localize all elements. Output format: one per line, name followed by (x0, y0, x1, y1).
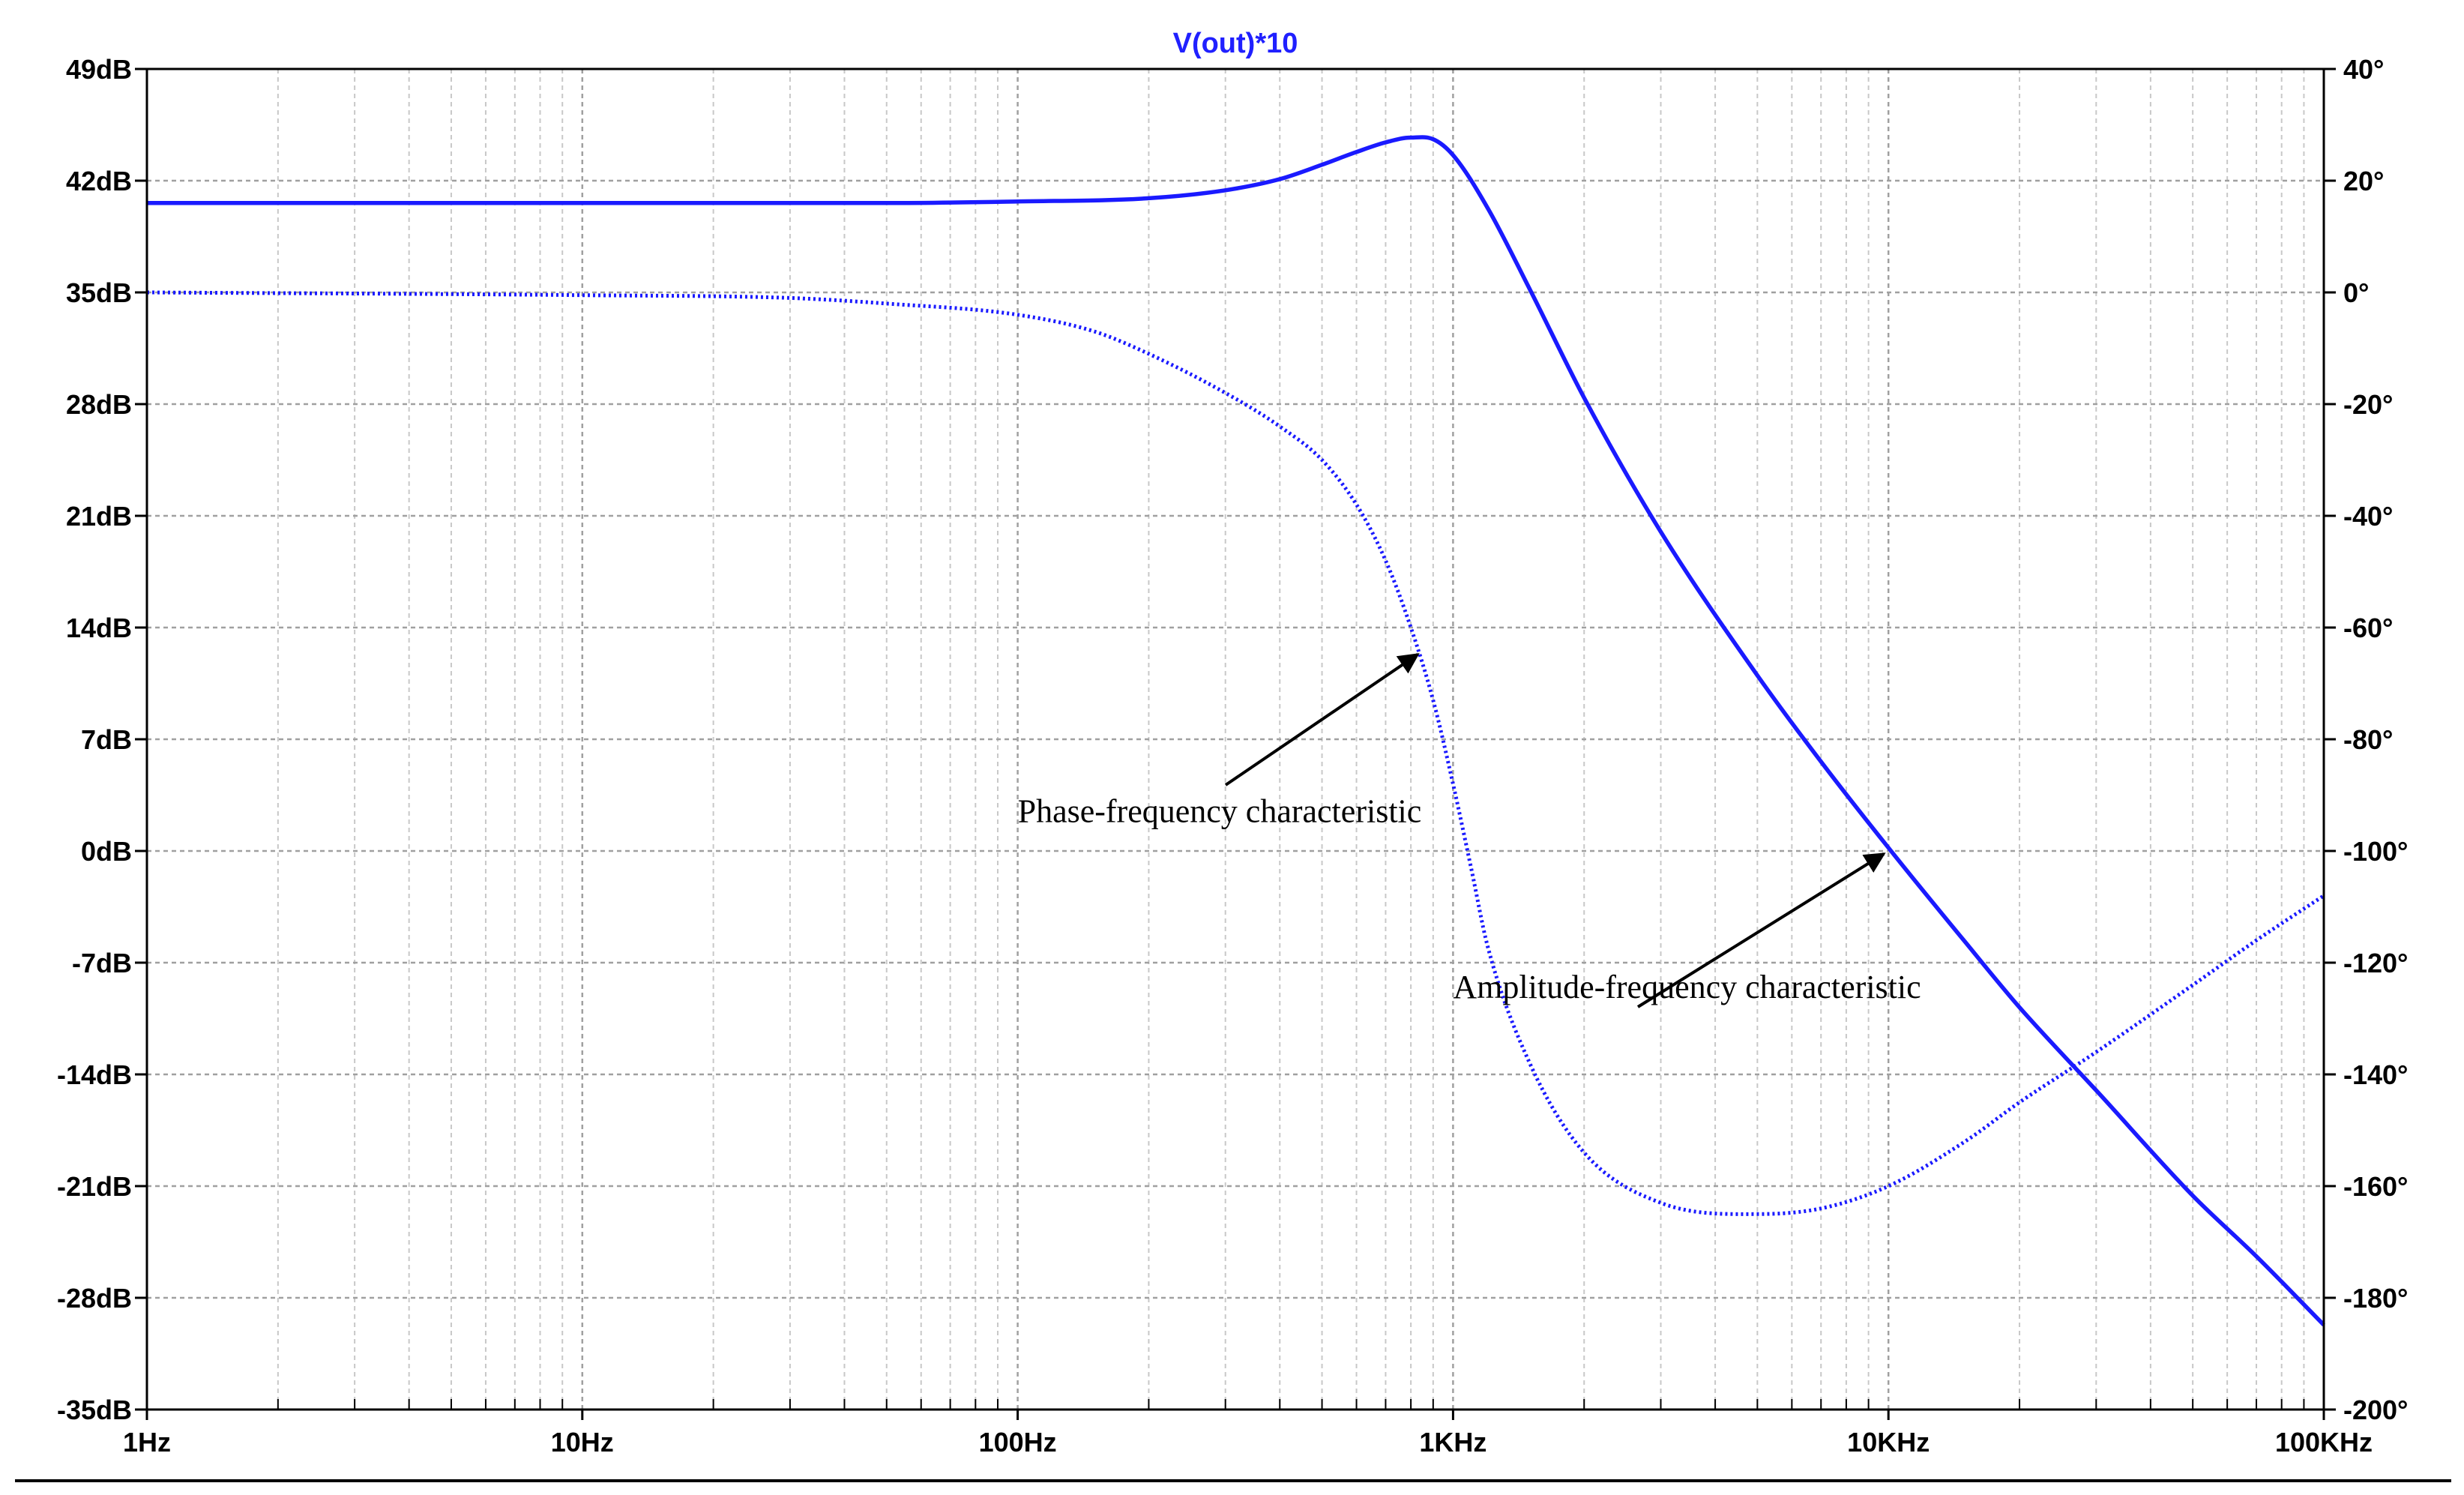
chart-title: V(out)*10 (1173, 28, 1298, 59)
y-left-tick-label: 7dB (81, 724, 132, 755)
y-left-tick-label: 28dB (66, 389, 132, 420)
x-tick-label: 100KHz (2275, 1427, 2373, 1458)
x-tick-label: 10KHz (1847, 1427, 1930, 1458)
y-right-tick-label: -140° (2343, 1059, 2408, 1090)
y-right-tick-label: -160° (2343, 1171, 2408, 1202)
annotations: Phase-frequency characteristic Amplitude-… (1018, 653, 1921, 1008)
annotation-label: Amplitude-frequency characteristic (1453, 969, 1921, 1005)
plot-frame (15, 67, 2451, 1482)
annotation-arrow (1636, 852, 1886, 1008)
y-right-tick-label: -80° (2343, 724, 2393, 755)
y-right-tick-label: -60° (2343, 613, 2393, 643)
grid (147, 69, 2324, 1410)
phase-curve (146, 290, 2325, 1216)
amplitude-curve (146, 135, 2325, 1327)
x-tick-label: 1KHz (1419, 1427, 1486, 1458)
y-right-tick-label: -120° (2343, 948, 2408, 978)
y-left-tick-label: -14dB (57, 1059, 132, 1090)
y-left-tick-label: 35dB (66, 277, 132, 308)
y-left-tick-label: 42dB (66, 166, 132, 196)
plot-series (146, 135, 2325, 1327)
y-right-tick-label: -100° (2343, 836, 2408, 867)
y-left-tick-label: -28dB (57, 1283, 132, 1314)
y-left-tick-label: 14dB (66, 613, 132, 643)
y-right-tick-label: -180° (2343, 1283, 2408, 1314)
y-left-tick-label: 21dB (66, 501, 132, 532)
x-tick-label: 10Hz (551, 1427, 614, 1458)
y-right-tick-label: 20° (2343, 166, 2384, 196)
x-tick-label: 1Hz (123, 1427, 171, 1458)
annotation-arrow (1224, 653, 1420, 786)
y-left-tick-label: 0dB (81, 836, 132, 867)
y-right-tick-label: -200° (2343, 1395, 2408, 1425)
y-left-tick-label: -21dB (57, 1171, 132, 1202)
y-right-tick-label: -40° (2343, 501, 2393, 532)
y-left-tick-label: -7dB (72, 948, 132, 978)
y-left-tick-label: 49dB (66, 54, 132, 85)
x-tick-label: 100Hz (979, 1427, 1057, 1458)
y-right-tick-label: -20° (2343, 389, 2393, 420)
axes: 1Hz 10Hz 100Hz 1KHz 10KHz 100KHz 49dB 42dB 35dB 2… (57, 54, 2408, 1458)
y-right-tick-label: 40° (2343, 54, 2384, 85)
annotation-label: Phase-frequency characteristic (1018, 793, 1422, 830)
y-right-tick-label: 0° (2343, 277, 2369, 308)
y-left-tick-label: -35dB (57, 1395, 132, 1425)
